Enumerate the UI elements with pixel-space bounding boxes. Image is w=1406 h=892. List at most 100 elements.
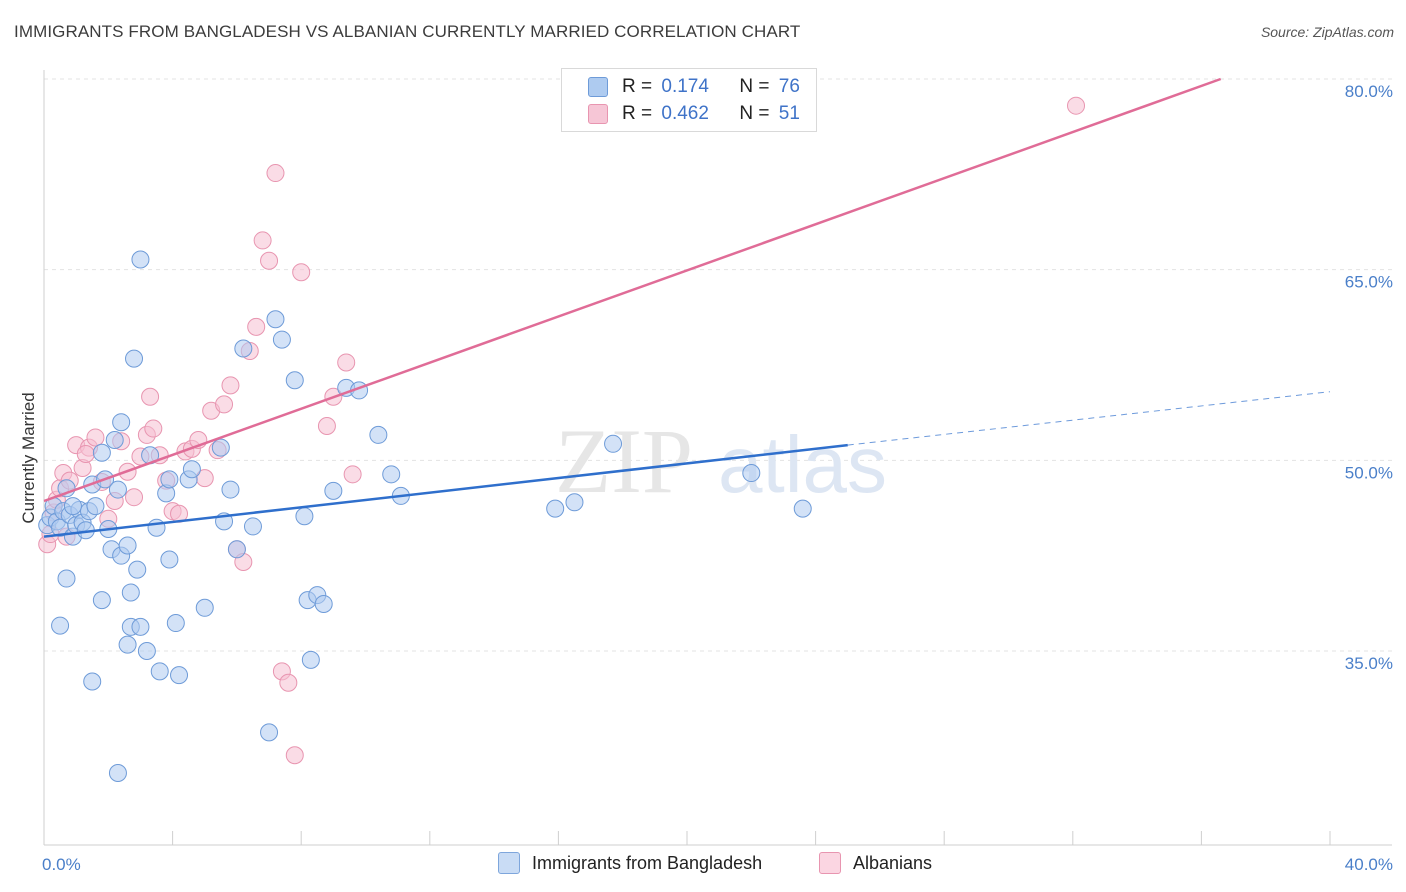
bangladesh-point: [260, 723, 279, 742]
albanians-point: [247, 317, 266, 336]
bottom-legend-label: Immigrants from Bangladesh: [532, 852, 763, 873]
albanians-point: [285, 746, 304, 765]
bangladesh-point: [295, 507, 314, 526]
source-label: Source: ZipAtlas.com: [1260, 24, 1394, 40]
axes: [43, 70, 1392, 846]
bangladesh-point: [63, 497, 82, 516]
legend-n-label: N =: [739, 76, 770, 97]
bangladesh-point: [285, 371, 304, 390]
bottom-legend-label: Albanians: [853, 852, 933, 873]
bangladesh-point: [604, 434, 623, 453]
bangladesh-point: [147, 518, 166, 537]
bangladesh-point: [137, 642, 156, 660]
bangladesh-point: [166, 614, 185, 633]
y-tick-label: 65.0%: [1345, 273, 1393, 292]
bangladesh-point: [51, 616, 70, 635]
legend-swatch-pink: [588, 104, 608, 124]
albanians-point: [260, 251, 279, 270]
albanians-point: [76, 444, 95, 463]
bangladesh-point: [221, 480, 240, 499]
bottom-legend-bangladesh: Immigrants from Bangladesh: [498, 852, 762, 874]
albanians-point: [266, 164, 285, 183]
albanians-point: [343, 465, 362, 484]
bangladesh-point: [742, 464, 761, 483]
y-axis-label: Currently Married: [19, 392, 38, 523]
bangladesh-point: [160, 470, 179, 489]
bangladesh-point: [301, 650, 320, 669]
albanians-point: [141, 387, 160, 406]
bangladesh-point: [160, 550, 179, 569]
bangladesh-point: [227, 540, 246, 559]
bangladesh-point: [125, 349, 144, 368]
legend-n-value: 76: [778, 76, 800, 97]
bangladesh-point: [108, 480, 127, 499]
legend-r-label: R =: [622, 103, 653, 124]
bangladesh-trend-extension: [847, 391, 1331, 446]
bangladesh-point: [83, 672, 102, 691]
x-tick-label: 0.0%: [42, 855, 81, 874]
bangladesh-point: [131, 250, 150, 269]
albanians-point: [253, 231, 272, 250]
y-tick-label: 50.0%: [1345, 463, 1393, 482]
albanians-point: [144, 419, 163, 438]
legend-n-value: 51: [778, 103, 800, 124]
bangladesh-point: [121, 583, 140, 602]
albanians-point: [279, 673, 298, 692]
bangladesh-point: [131, 617, 150, 636]
albanians-point: [292, 263, 311, 282]
bottom-legend-albanians: Albanians: [819, 852, 932, 874]
y-tick-label: 80.0%: [1345, 82, 1393, 101]
bangladesh-points: [38, 250, 812, 783]
chart-title: IMMIGRANTS FROM BANGLADESH VS ALBANIAN C…: [14, 22, 801, 41]
bangladesh-point: [234, 339, 253, 358]
legend-swatch-blue: [588, 77, 608, 97]
y-tick-label: 35.0%: [1345, 654, 1393, 673]
bangladesh-point: [369, 425, 388, 444]
bangladesh-point: [272, 330, 291, 349]
bangladesh-trend-line: [43, 443, 848, 538]
legend-row-albanians: R = 0.462 N = 51: [588, 101, 800, 127]
albanians-point: [317, 417, 336, 436]
albanians-point: [221, 376, 240, 395]
albanians-point: [1067, 96, 1086, 115]
bangladesh-point: [92, 591, 111, 610]
bangladesh-point: [324, 481, 343, 500]
bangladesh-point: [57, 569, 76, 588]
bangladesh-point: [118, 635, 137, 654]
x-tick-label: 40.0%: [1345, 855, 1393, 874]
legend-r-value: 0.462: [661, 103, 709, 124]
bangladesh-point: [105, 430, 124, 449]
legend-r-value: 0.174: [661, 76, 709, 97]
bottom-legend-swatch-pink: [819, 852, 841, 874]
albanians-point: [125, 488, 144, 507]
bangladesh-point: [170, 666, 189, 685]
legend-row-bangladesh: R = 0.174 N = 76: [588, 74, 800, 100]
legend-r-label: R =: [622, 76, 653, 97]
bangladesh-point: [546, 499, 565, 518]
bangladesh-point: [118, 536, 137, 555]
x-tick-labels: 0.0% 40.0%: [42, 855, 1393, 874]
bottom-legend-swatch-blue: [498, 852, 520, 874]
trend-lines: [43, 77, 1331, 538]
bangladesh-point: [211, 438, 230, 457]
bangladesh-point: [382, 465, 401, 484]
bangladesh-point: [86, 497, 105, 516]
albanians-point: [337, 353, 356, 372]
albanians-point: [215, 395, 234, 414]
albanians-trend-line: [43, 77, 1222, 503]
watermark-atlas: atlas: [718, 420, 887, 509]
bangladesh-point: [793, 499, 812, 518]
bangladesh-point: [108, 764, 127, 783]
bangladesh-point: [195, 598, 214, 617]
albanians-point: [86, 428, 105, 447]
bangladesh-point: [243, 517, 262, 536]
bangladesh-point: [92, 443, 111, 462]
bangladesh-point: [150, 662, 169, 681]
bangladesh-point: [314, 594, 333, 613]
legend: R = 0.174 N = 76 R = 0.462 N = 51: [561, 68, 817, 132]
bangladesh-point: [266, 310, 285, 329]
bangladesh-point: [112, 413, 131, 432]
y-tick-labels: 35.0% 50.0% 65.0% 80.0%: [1345, 82, 1393, 673]
bangladesh-point: [128, 560, 147, 579]
